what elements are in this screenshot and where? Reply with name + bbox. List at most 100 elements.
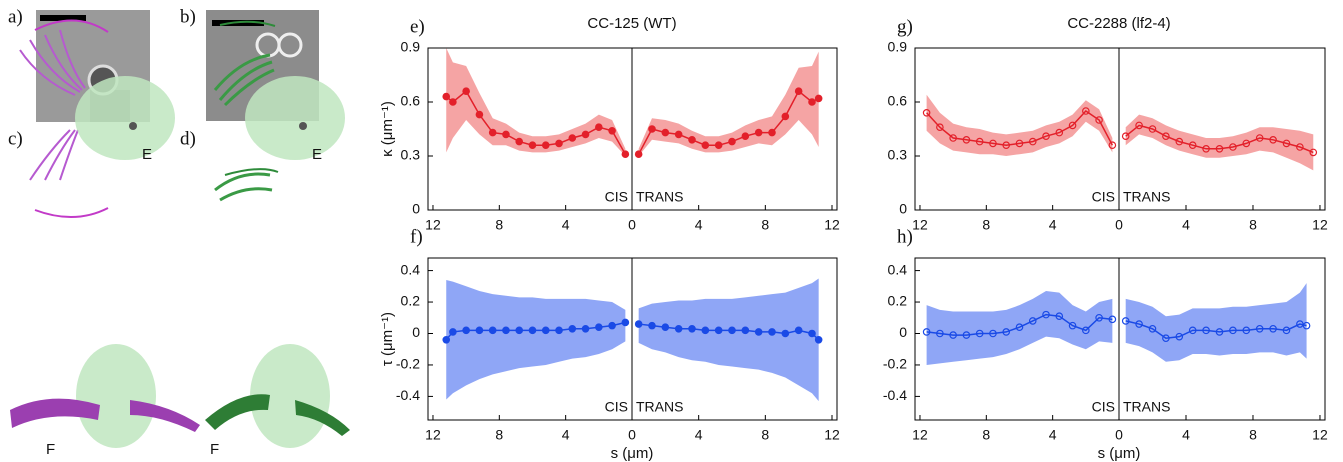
y-tick-label: 0 — [412, 201, 420, 217]
x-tick-label: 12 — [912, 427, 928, 443]
cell-label: F — [46, 441, 55, 458]
marker — [568, 134, 577, 142]
marker — [555, 139, 563, 148]
x-tick-label: 4 — [695, 427, 703, 443]
marker — [1296, 143, 1304, 151]
marker — [1108, 315, 1117, 324]
marker — [502, 130, 510, 139]
marker — [1188, 141, 1197, 150]
half-label: TRANS — [1123, 189, 1170, 205]
illustration-c — [10, 19, 200, 448]
marker — [1042, 310, 1050, 319]
y-axis-label: τ (μm⁻¹) — [379, 312, 396, 366]
marker — [922, 328, 931, 336]
x-tick-label: 4 — [695, 217, 703, 233]
marker — [1055, 128, 1064, 137]
band — [1125, 114, 1314, 171]
marker — [528, 141, 537, 150]
y-tick-label: 0.4 — [401, 261, 421, 277]
mean-line — [926, 110, 1114, 146]
y-tick-label: 0.3 — [401, 147, 421, 163]
x-tick-label: 8 — [982, 217, 990, 233]
marker — [1135, 121, 1143, 130]
marker — [442, 92, 451, 101]
marker — [488, 128, 497, 137]
marker — [528, 326, 537, 335]
band — [638, 278, 819, 402]
x-tick-label: 8 — [495, 427, 503, 443]
x-tick-label: 8 — [761, 217, 769, 233]
marker — [741, 132, 750, 141]
x-tick-label: 12 — [425, 217, 441, 233]
marker — [555, 326, 563, 335]
marker — [808, 98, 816, 106]
marker — [728, 137, 736, 146]
mean-line — [926, 313, 1113, 336]
marker — [1095, 116, 1103, 124]
marker — [975, 137, 984, 146]
y-tick-label: 0 — [899, 201, 907, 217]
marker — [1269, 324, 1277, 333]
marker — [1302, 321, 1311, 330]
band — [446, 48, 626, 156]
marker — [595, 323, 603, 332]
marker — [1002, 328, 1011, 336]
cell-label: E — [312, 146, 322, 163]
axes-box — [914, 47, 1326, 211]
chart-title: CC-125 (WT) — [587, 15, 676, 32]
marker — [515, 137, 524, 146]
marker — [814, 335, 823, 344]
band — [446, 280, 626, 400]
marker — [688, 324, 696, 333]
x-axis-label: s (μm) — [611, 445, 654, 462]
y-tick-label: 0 — [412, 324, 420, 340]
marker — [989, 139, 997, 148]
marker — [1135, 320, 1143, 328]
panel-label: f) — [410, 226, 423, 247]
x-tick-label: 4 — [1049, 427, 1057, 443]
marker — [936, 329, 944, 338]
marker — [661, 323, 670, 332]
half-label: TRANS — [636, 399, 683, 415]
marker — [568, 324, 577, 333]
x-tick-label: 0 — [1115, 427, 1123, 443]
marker — [581, 130, 590, 139]
marker — [1148, 324, 1157, 333]
panel-label: a) — [8, 6, 23, 27]
marker — [515, 326, 524, 335]
panel-label: h) — [897, 226, 913, 247]
marker — [1121, 132, 1130, 141]
y-tick-label: 0.9 — [888, 39, 908, 55]
y-tick-label: -0.2 — [883, 356, 907, 372]
marker — [741, 326, 750, 335]
half-label: CIS — [1092, 189, 1115, 205]
marker — [1255, 134, 1264, 142]
marker — [608, 321, 616, 330]
marker — [936, 123, 944, 132]
mean-line — [1125, 320, 1307, 339]
panel-label: g) — [897, 16, 913, 37]
x-tick-label: 12 — [824, 217, 840, 233]
marker — [962, 136, 971, 144]
marker — [814, 94, 823, 103]
panel-label: e) — [410, 16, 425, 37]
marker — [768, 128, 776, 137]
marker — [781, 329, 790, 338]
marker — [701, 326, 710, 335]
y-tick-label: 0.4 — [888, 261, 908, 277]
marker — [794, 87, 803, 96]
marker — [1028, 137, 1037, 146]
band — [1125, 283, 1307, 362]
marker — [648, 321, 656, 330]
marker — [781, 112, 790, 121]
marker — [1215, 328, 1224, 336]
marker — [595, 123, 603, 132]
marker — [768, 328, 776, 336]
marker — [1042, 132, 1050, 141]
marker — [1162, 132, 1170, 141]
marker — [634, 150, 643, 159]
y-tick-label: 0.9 — [401, 39, 421, 55]
x-tick-label: 8 — [1249, 427, 1257, 443]
marker — [1202, 326, 1210, 335]
